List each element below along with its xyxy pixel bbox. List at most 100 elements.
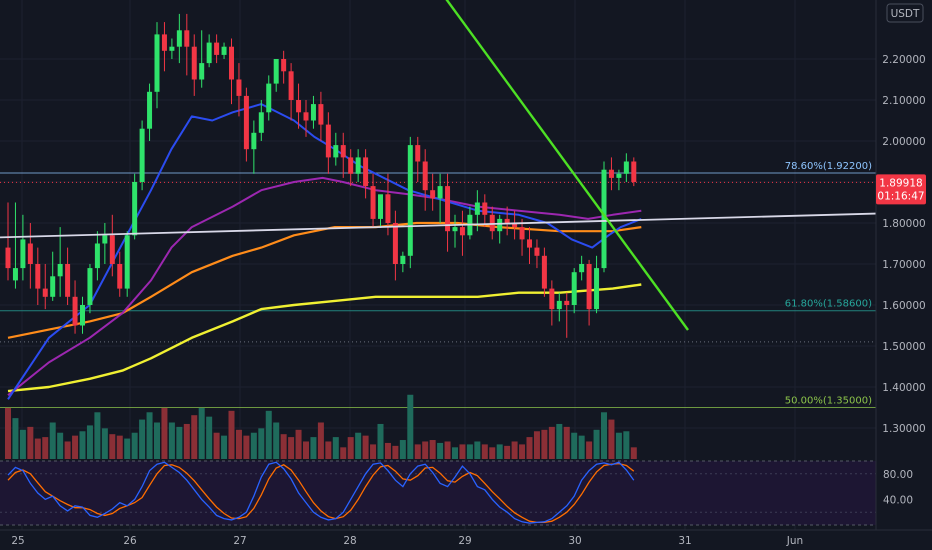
volume-bar [466,444,473,459]
price-axis[interactable]: 2.200002.100002.000001.900001.800001.700… [875,0,932,530]
volume-bar [12,418,19,459]
candle-body [400,255,406,264]
volume-bar [79,431,86,459]
stoch-background [0,461,876,525]
candle-body [243,95,249,150]
candle-body [415,145,421,162]
volume-bar [221,435,228,459]
candle-body [27,243,33,264]
candle-body [42,288,48,297]
volume-bar [72,435,79,459]
candle-body [35,264,41,289]
volume-bar [370,444,377,459]
candle-body [132,182,138,236]
volume-bar [154,422,160,459]
time-axis[interactable]: 25 26 27 28 29 30 31 Jun [0,529,932,550]
candle-body [534,247,540,256]
volume-bar [630,447,637,459]
volume-bar [586,441,593,459]
candle-body [12,268,18,281]
candle-body [340,145,346,158]
time-axis-background [0,530,932,550]
candle-body [266,83,272,113]
candle-body [310,104,316,121]
volume-bar [228,410,235,459]
price-tick-label: 2.10000 [882,95,925,107]
candle-body [333,145,339,158]
candle-body [385,194,391,223]
price-tick-label: 1.40000 [882,382,925,394]
candle-body [541,255,547,289]
candle-body [72,296,78,326]
volume-bar [519,444,526,459]
last-price-value: 1.89918 [879,177,922,189]
candle-body [109,235,115,264]
stoch-d-line [7,462,635,524]
volume-bar [578,435,585,459]
volume-bar [295,429,302,459]
time-tick-label: Jun [786,535,803,547]
volume-bar [601,412,607,459]
volume-bar [340,447,347,459]
stochastic-pane [0,460,876,526]
volume-bar [429,440,436,459]
volume-bar [258,428,265,459]
volume-bar [541,429,548,459]
fib-level-label: 61.80%(1.58600) [785,299,872,310]
candle-body [214,42,220,55]
candle-body [422,161,428,191]
volume-bar [593,429,600,459]
currency-label-text: USDT [891,8,920,20]
candle-body [221,46,227,55]
volume-bar [176,426,183,459]
currency-label: USDT [886,3,924,23]
volume-bar [474,441,481,459]
candle-body [5,247,11,269]
volume-bar [213,432,220,459]
time-tick-label: 26 [123,535,137,547]
volume-bar [243,435,250,459]
candle-body [355,157,361,174]
candle-body [474,202,480,215]
volume-bar [444,441,451,459]
candle-body [176,30,182,47]
volume-bar [168,422,175,459]
candle-body [519,227,525,240]
candle-body [296,100,302,113]
fib-level-label: 78.60%(1.92200) [785,161,872,172]
volume-bar [206,416,213,459]
candle-body [154,34,160,92]
volume-bar [422,441,429,459]
candle-body [281,59,287,72]
volume-bar [139,419,146,459]
candle-body [437,186,443,199]
volume-bar [317,422,324,459]
volume-bar [124,438,131,459]
candle-body [117,264,123,289]
candle-body [348,157,354,174]
volume-bar [250,432,257,459]
volume-bar [86,425,93,459]
volume-bar [280,434,287,459]
volume-bar [504,445,511,459]
candle-body [169,46,175,51]
candle-body [616,173,622,178]
candle-body [430,190,436,199]
time-tick-label: 31 [678,535,691,547]
volume-bar [116,435,123,459]
price-tick-label: 1.70000 [882,259,925,271]
volume-bar [109,434,116,459]
drawn-lines[interactable] [0,0,877,331]
candle-body [363,157,369,187]
volume-bar [392,445,399,459]
volume-bar [608,419,615,459]
stoch-tick-label: 40.00 [883,494,913,506]
volume-bar [131,432,138,459]
candle-body [445,186,451,232]
time-tick-label: 25 [11,535,24,547]
candle-body [251,132,257,150]
candle-body [80,305,85,326]
candle-body [459,227,465,236]
volume-bar [146,412,153,459]
